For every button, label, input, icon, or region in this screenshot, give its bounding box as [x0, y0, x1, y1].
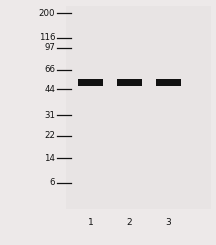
Text: 1: 1 — [88, 219, 94, 227]
Bar — [66, 6, 211, 209]
Bar — [117, 79, 142, 86]
Bar — [156, 79, 181, 86]
Text: 22: 22 — [44, 132, 55, 140]
Text: 2: 2 — [127, 219, 132, 227]
Text: 31: 31 — [44, 111, 55, 120]
Text: kDa: kDa — [34, 0, 55, 2]
Text: 44: 44 — [44, 85, 55, 94]
Text: 66: 66 — [44, 65, 55, 74]
Text: 97: 97 — [44, 43, 55, 52]
Text: 116: 116 — [39, 34, 55, 42]
Bar — [78, 79, 103, 86]
Text: 6: 6 — [50, 178, 55, 187]
Text: 14: 14 — [44, 154, 55, 162]
Text: 3: 3 — [166, 219, 171, 227]
Text: 200: 200 — [39, 9, 55, 18]
